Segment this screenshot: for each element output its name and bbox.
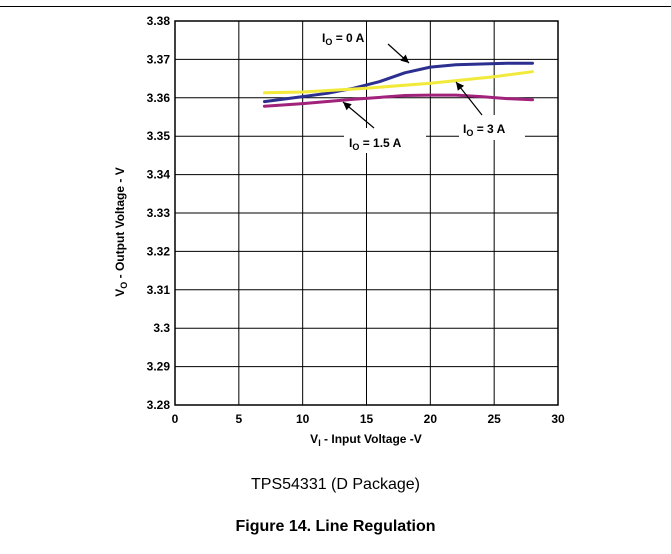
y-tick-label: 3.28 (147, 398, 171, 412)
annotation-io-0a: IO = 0 A (322, 31, 410, 64)
annotation-io-3a: IO = 3 A (455, 81, 525, 140)
series-line-io-0a (262, 61, 534, 104)
y-tick-label: 3.32 (147, 244, 171, 258)
grid (174, 20, 559, 406)
annotations: IO = 0 A IO = 1.5 A IO = 3 A (322, 31, 525, 153)
y-tick-label: 3.35 (147, 129, 171, 143)
annotation-background (344, 128, 426, 153)
series-line-io-3a (262, 70, 534, 95)
x-tick-label: 25 (487, 412, 501, 426)
x-tick-label: 10 (296, 412, 310, 426)
annotation-label: IO = 1.5 A (349, 136, 402, 152)
x-axis-title: VI - Input Voltage -V (310, 432, 422, 448)
line-regulation-chart: IO = 0 AIO = 1.5 AIO = 3 A 3.283.293.33.… (113, 14, 565, 448)
figure-subtitle: TPS54331 (D Package) (251, 476, 420, 493)
annotation-arrow-head (343, 102, 352, 111)
series-line-io-1-5a (262, 93, 534, 108)
figure-title: Figure 14. Line Regulation (235, 518, 436, 535)
series-group (262, 61, 534, 108)
annotation-background (459, 115, 525, 140)
annotation-arrow-head (456, 82, 465, 91)
x-tick-label: 5 (235, 412, 242, 426)
top-rule (0, 6, 671, 7)
y-tick-label: 3.33 (147, 206, 171, 220)
y-tick-label: 3.36 (147, 91, 171, 105)
x-tick-label: 30 (551, 412, 565, 426)
y-tick-labels: 3.28 3.29 3.3 3.31 3.32 3.33 3.34 3.35 3.36 3.37 3… (147, 14, 171, 412)
annotation-arrow-head (400, 54, 409, 63)
y-tick-label: 3.34 (147, 168, 171, 182)
annotation-label: IO = 0 A (322, 31, 365, 47)
y-tick-label: 3.38 (147, 14, 171, 28)
x-tick-labels: 0 5 10 15 20 25 30 (172, 412, 565, 426)
x-tick-label: 0 (172, 412, 179, 426)
x-tick-label: 15 (360, 412, 374, 426)
y-tick-label: 3.3 (153, 321, 170, 335)
y-tick-label: 3.29 (147, 360, 171, 374)
y-tick-label: 3.37 (147, 52, 171, 66)
annotation-label: IO = 3 A (463, 122, 506, 138)
plot-frame (174, 20, 559, 406)
y-tick-label: 3.31 (147, 283, 171, 297)
annotation-io-1-5a: IO = 1.5 A (342, 101, 426, 153)
y-axis-title: VO - Output Voltage - V (113, 167, 129, 296)
x-tick-label: 20 (424, 412, 438, 426)
